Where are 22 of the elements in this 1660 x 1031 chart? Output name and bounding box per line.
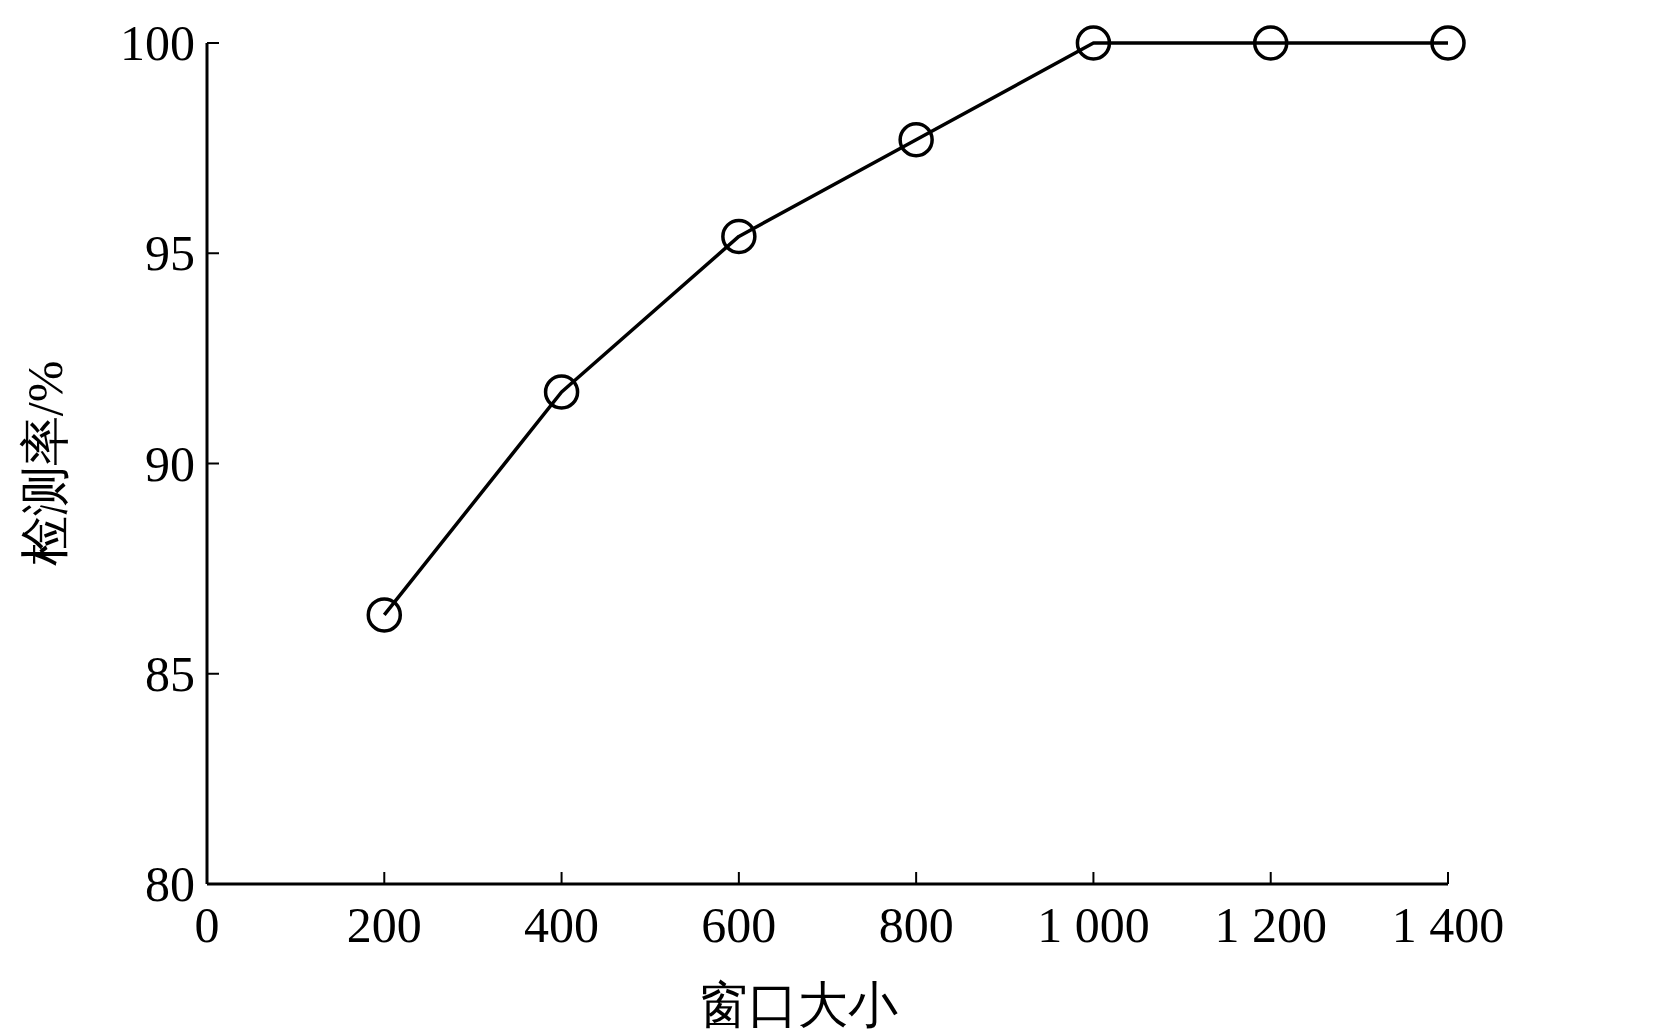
y-axis-title: 检测率/% <box>17 360 73 567</box>
point <box>1430 25 1466 61</box>
x-tick-label: 1 000 <box>1037 897 1150 953</box>
point <box>543 374 580 410</box>
x-tick-label: 1 400 <box>1391 897 1505 953</box>
x-tick-label: 200 <box>346 897 422 953</box>
y-tick-label: 80 <box>145 856 195 912</box>
point <box>366 597 403 633</box>
y-tick-label: 85 <box>145 645 195 702</box>
x-tick-label: 1 200 <box>1214 897 1327 953</box>
point <box>721 218 757 255</box>
x-tick-label: 0 <box>194 897 220 953</box>
y-tick-label: 90 <box>145 435 195 492</box>
point <box>898 121 934 158</box>
y-tick-label: 95 <box>145 225 195 282</box>
x-tick-label: 600 <box>701 897 777 953</box>
x-axis-title: 窗口大小 <box>697 977 898 1031</box>
point <box>1252 25 1289 61</box>
x-tick-label: 800 <box>878 897 954 953</box>
x-tick-label: 400 <box>524 897 600 953</box>
y-tick-label: 100 <box>120 15 195 71</box>
point <box>1075 25 1112 61</box>
